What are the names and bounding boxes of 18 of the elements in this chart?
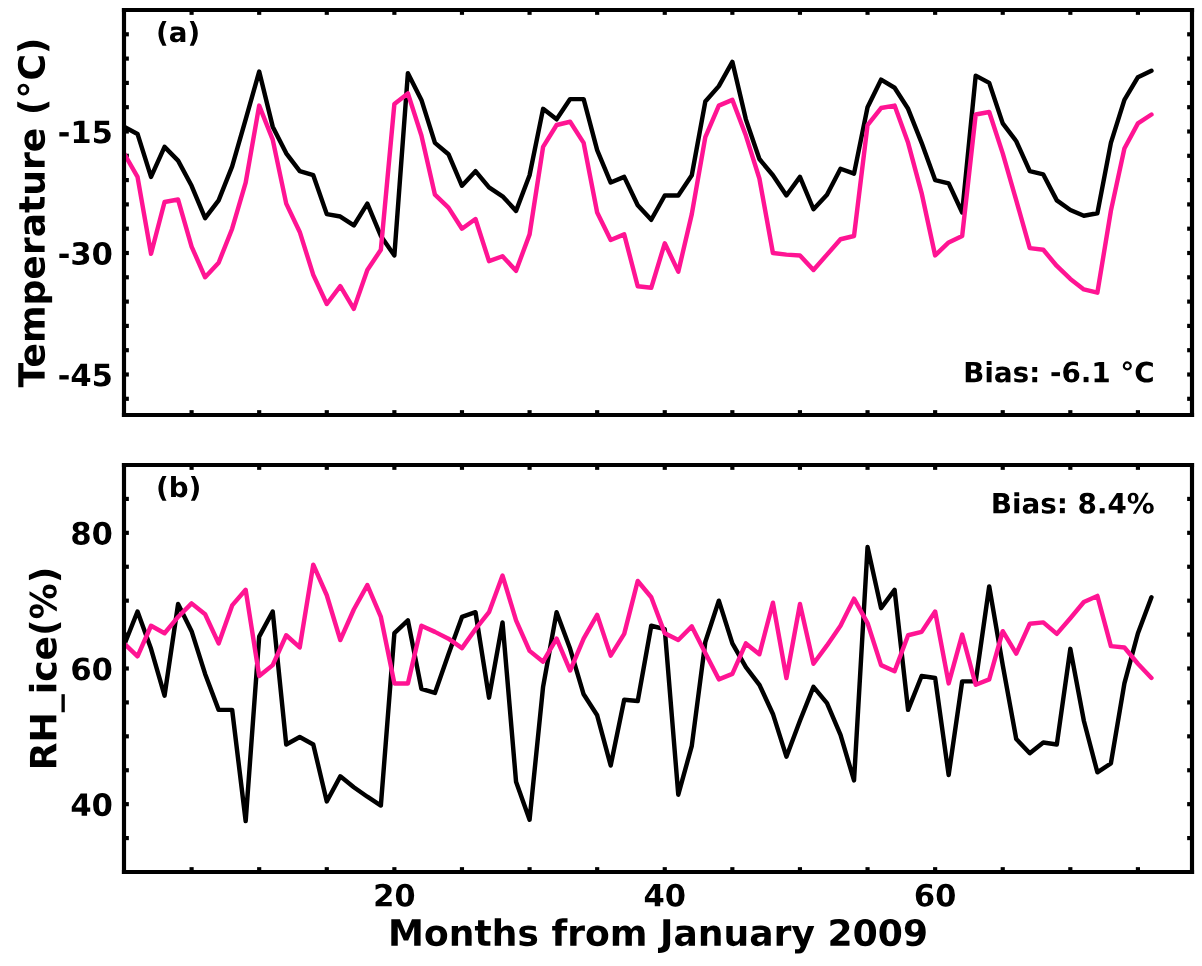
annotation: Bias: -6.1 °C <box>965 361 1153 383</box>
y-tick-label: 40 <box>71 793 112 817</box>
y-tick-label: -30 <box>59 241 112 266</box>
y-tick-label: -45 <box>59 363 111 387</box>
annotation: (b) <box>158 475 199 501</box>
y-tick-label: -15 <box>59 120 111 144</box>
annotation: Bias: 8.4% <box>993 492 1154 514</box>
x-tick-label: 40 <box>644 883 685 907</box>
y-tick-label: 80 <box>72 521 112 545</box>
y-tick-label: 60 <box>72 657 112 681</box>
y-axis-title: Temperature (°C) <box>17 40 53 388</box>
y-axis-title: RH_ice(%) <box>28 569 65 767</box>
annotation: (a) <box>158 20 198 46</box>
x-tick-label: 20 <box>375 883 415 907</box>
x-axis-title: Months from January 2009 <box>391 918 926 954</box>
line-series <box>124 91 1154 312</box>
line-series <box>124 562 1154 687</box>
x-tick-label: 60 <box>915 883 955 907</box>
